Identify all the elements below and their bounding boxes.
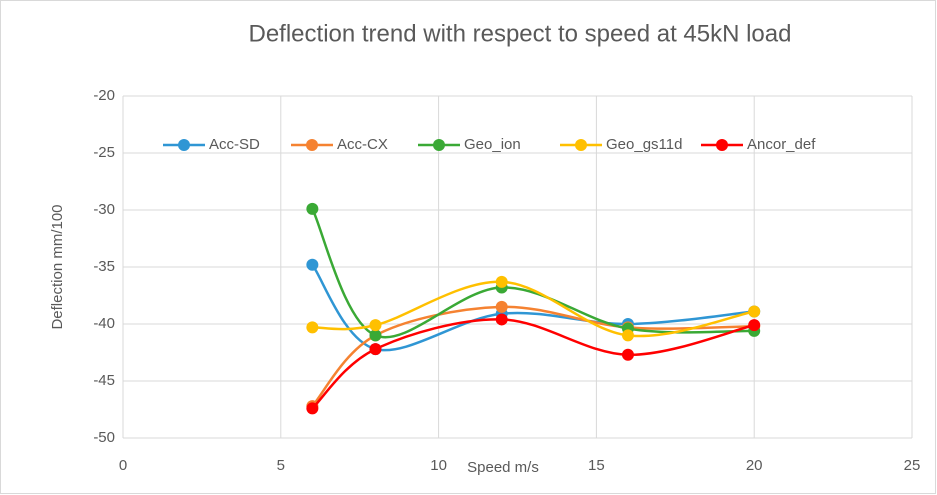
data-point [306, 321, 319, 334]
legend-marker [178, 139, 190, 151]
data-point [621, 329, 634, 342]
x-tick-label: 20 [746, 457, 763, 474]
x-tick-label: 10 [430, 457, 447, 474]
y-tick-label: -45 [93, 372, 115, 389]
x-axis-label: Speed m/s [467, 459, 539, 476]
legend-marker [716, 139, 728, 151]
x-tick-label: 0 [119, 457, 127, 474]
x-tick-label: 15 [588, 457, 605, 474]
legend-marker [306, 139, 318, 151]
y-tick-label: -50 [93, 429, 115, 446]
series-line [312, 280, 755, 338]
y-tick-label: -30 [93, 201, 115, 218]
y-tick-label: -40 [93, 315, 115, 332]
data-point [495, 313, 508, 326]
data-point [369, 319, 382, 332]
y-tick-label: -35 [93, 258, 115, 275]
legend-marker [575, 139, 587, 151]
x-tick-label: 5 [277, 457, 285, 474]
data-point [306, 258, 319, 271]
legend-label: Acc-SD [209, 136, 260, 153]
legend-label: Geo_ion [464, 136, 521, 153]
data-point [748, 319, 761, 332]
data-point [621, 348, 634, 361]
y-tick-label: -25 [93, 144, 115, 161]
data-point [748, 305, 761, 318]
y-tick-label: -20 [93, 87, 115, 104]
legend-marker [433, 139, 445, 151]
data-point [369, 329, 382, 342]
legend-label: Ancor_def [747, 136, 816, 153]
data-point [306, 202, 319, 215]
y-axis-label: Deflection mm/100 [49, 204, 66, 329]
chart-title: Deflection trend with respect to speed a… [249, 20, 792, 47]
data-point [306, 402, 319, 415]
data-point [495, 300, 508, 313]
x-tick-label: 25 [904, 457, 921, 474]
data-point [369, 343, 382, 356]
legend-label: Acc-CX [337, 136, 388, 153]
data-point [495, 275, 508, 288]
legend-label: Geo_gs11d [606, 136, 682, 153]
